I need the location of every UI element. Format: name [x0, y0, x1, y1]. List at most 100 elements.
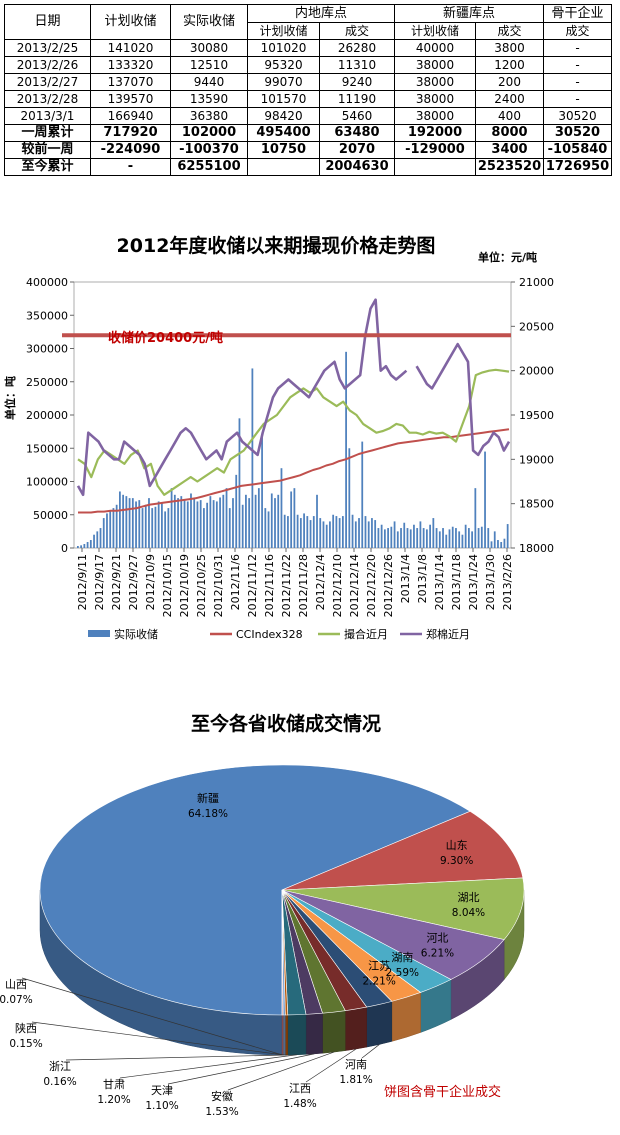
x-tick-label: 2012/11/12: [246, 554, 259, 617]
cell-date: 2013/2/26: [4, 56, 91, 74]
storage-bar: [80, 545, 83, 548]
cell-backbone-deal: -: [543, 39, 612, 57]
pie-label-name: 天津: [151, 1084, 173, 1097]
table-row: 2013/2/27 137070 9440 99070 9240 38000 200-: [4, 73, 612, 91]
cell-actual: 12510: [170, 56, 248, 74]
storage-bar: [351, 514, 354, 548]
pie-slice: [39, 764, 471, 1016]
cell-inland-deal: 9240: [319, 73, 395, 91]
x-tick-label: 2012/12/26: [382, 554, 395, 617]
cell-actual: 6255100: [170, 158, 248, 176]
storage-bar: [148, 498, 150, 548]
storage-bar: [290, 491, 293, 548]
summary-row: 一周累计 717920 102000 495400 63480 192000 8000 305…: [4, 124, 612, 142]
left-tick-label: 300000: [26, 343, 68, 356]
pie-side-wall: [287, 1014, 307, 1056]
pie-label-name: 新疆: [197, 791, 219, 805]
cell-date: 一周累计: [4, 124, 91, 142]
cell-backbone-deal: -: [543, 56, 612, 74]
header-date: 日期: [4, 4, 91, 40]
storage-bar: [387, 528, 389, 548]
storage-bar: [400, 528, 402, 548]
cell-backbone-deal: -: [543, 90, 612, 108]
cell-inland-planned: 101020: [247, 39, 320, 57]
cell-backbone-deal: -: [543, 73, 612, 91]
cell-inland-planned: 495400: [247, 124, 320, 142]
storage-bar: [225, 488, 228, 548]
pie-leader-line: [21, 977, 283, 1056]
storage-bar: [277, 494, 280, 548]
x-tick-label: 2012/10/15: [161, 554, 174, 617]
storage-bar: [429, 524, 431, 548]
pie-side-wall: [285, 1014, 289, 1056]
x-tick-label: 2013/1/4: [399, 554, 412, 603]
summary-row: 较前一周 -224090 -100370 10750 2070 -129000 3400 -1…: [4, 141, 612, 159]
header-xinjiang: 新疆库点: [394, 4, 544, 23]
storage-bar: [86, 542, 89, 548]
storage-bar: [144, 504, 147, 548]
storage-bar: [83, 544, 86, 548]
storage-bar: [183, 500, 186, 548]
cell-xj-planned: [394, 158, 476, 176]
pie-label-value: 0.15%: [9, 1038, 42, 1050]
left-tick-label: 0: [61, 542, 68, 555]
pie-leader-line: [361, 1044, 380, 1059]
cell-date: 2013/2/28: [4, 90, 91, 108]
summary-row: 至今累计 -6255100 2004630 2523520 1726950: [4, 158, 612, 176]
storage-bar: [154, 506, 157, 548]
cell-xj-deal: 1200: [475, 56, 544, 74]
storage-bar: [106, 513, 108, 548]
storage-bar: [345, 351, 347, 548]
storage-bar: [296, 514, 299, 548]
pie-label-value: 1.20%: [97, 1094, 130, 1106]
storage-bar: [180, 496, 183, 548]
storage-bar: [283, 514, 286, 548]
storage-bar: [493, 531, 496, 548]
storage-bar: [251, 368, 254, 548]
pie-label-name: 河北: [426, 931, 448, 944]
cell-inland-planned: 95320: [247, 56, 320, 74]
storage-bar: [374, 520, 377, 548]
pie-label-value: 1.10%: [145, 1100, 178, 1112]
pie-side-wall: [305, 1012, 323, 1055]
cell-xj-planned: 40000: [394, 39, 476, 57]
table-row: 2013/2/26 133320 12510 95320 11310 38000 1200-: [4, 56, 612, 74]
ccindex-line: [78, 428, 510, 514]
cell-planned: 133320: [90, 56, 171, 74]
table-row: 2013/2/25 141020 30080 101020 26280 40000 3800…: [4, 39, 612, 57]
left-tick-label: 350000: [26, 309, 68, 322]
pie-label-name: 安徽: [211, 1089, 233, 1103]
storage-bar: [128, 498, 131, 548]
storage-bar: [109, 511, 112, 548]
pie-label-value: 6.21%: [421, 947, 454, 959]
storage-bar: [306, 516, 309, 548]
x-tick-label: 2012/9/11: [76, 554, 89, 610]
storage-bar: [164, 511, 167, 548]
subheader-inland-planned: 计划收储: [247, 22, 320, 40]
storage-bar: [274, 498, 276, 548]
storage-bar: [325, 524, 328, 548]
cell-xj-deal: 3800: [475, 39, 544, 57]
storage-bar: [161, 502, 163, 548]
storage-bar: [199, 500, 202, 548]
storage-bar: [93, 534, 95, 548]
storage-bar: [361, 441, 364, 548]
cell-xj-deal: 2523520: [475, 158, 544, 176]
storage-bar: [383, 529, 386, 548]
cell-actual: 36380: [170, 107, 248, 125]
cell-date: 较前一周: [4, 141, 91, 159]
storage-bar: [280, 468, 283, 548]
storage-bar: [487, 528, 490, 548]
cell-xj-planned: 38000: [394, 90, 476, 108]
storage-bar: [222, 494, 225, 548]
x-tick-label: 2013/1/24: [467, 554, 480, 610]
cell-date: 2013/2/27: [4, 73, 91, 91]
pie-note: 饼图含骨干企业成交: [384, 1084, 501, 1100]
storage-bar: [319, 518, 322, 548]
storage-bar: [416, 528, 419, 548]
chart-legend: 实际收储 CCIndex328 撮合近月 郑棉近月: [88, 627, 470, 641]
storage-bar: [409, 529, 412, 548]
storage-bar: [490, 541, 493, 548]
cell-planned: 139570: [90, 90, 171, 108]
pie-label-name: 江西: [289, 1082, 311, 1095]
